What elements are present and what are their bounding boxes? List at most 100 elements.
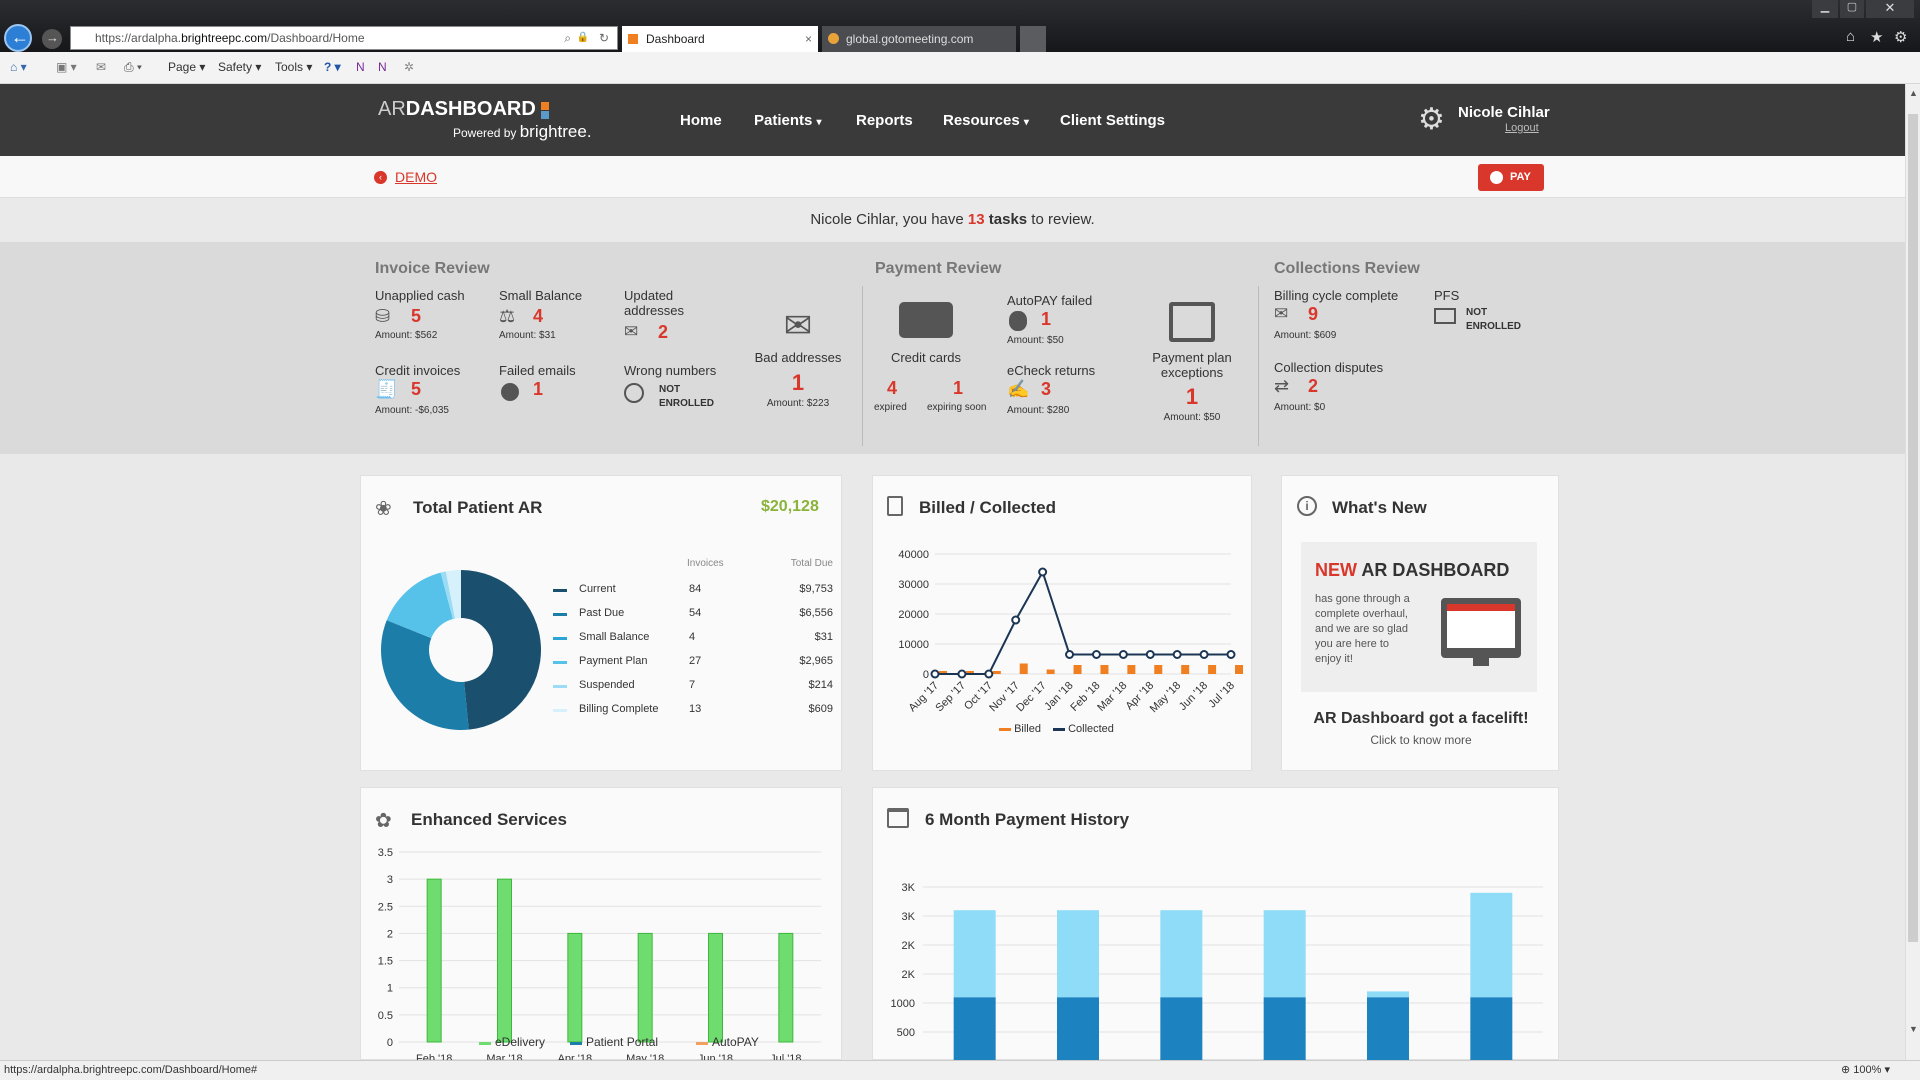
ar-row-due: $609 xyxy=(808,703,833,715)
feeds-icon[interactable]: ▣ ▾ xyxy=(56,60,77,74)
nav-patients-label: Patients xyxy=(754,112,813,129)
nav-resources[interactable]: Resources ▾ xyxy=(943,112,1029,129)
collection-disputes-item[interactable]: Collection disputes ⇄ 2 Amount: $0 xyxy=(1274,360,1383,413)
nav-reports[interactable]: Reports xyxy=(856,112,913,129)
safety-menu[interactable]: Safety ▾ xyxy=(218,60,262,74)
nav-patients[interactable]: Patients ▾ xyxy=(754,112,822,129)
nav-client-settings[interactable]: Client Settings xyxy=(1060,112,1166,129)
addon-gear-icon[interactable]: ✲ xyxy=(404,60,415,74)
logo-ar: AR xyxy=(378,98,406,120)
demo-link[interactable]: DEMO xyxy=(395,169,437,185)
tab-gotomeeting[interactable]: global.gotomeeting.com xyxy=(822,26,1016,52)
favorites-star-icon[interactable]: ★ xyxy=(1870,29,1884,46)
donut-slice xyxy=(386,619,432,639)
tools-menu[interactable]: Tools ▾ xyxy=(275,60,313,74)
sub-bar: ‹ DEMO PAY xyxy=(0,156,1905,198)
maximize-button[interactable]: ▢ xyxy=(1840,0,1864,18)
donut-slice xyxy=(440,571,455,620)
legend-swatch xyxy=(479,1042,491,1045)
page-menu[interactable]: Page ▾ xyxy=(168,60,206,74)
y-tick-label: 3.5 xyxy=(378,847,393,859)
search-icon[interactable]: ⌕ xyxy=(564,31,571,45)
credit-cards-item[interactable]: Credit cards xyxy=(874,302,978,365)
settings-gear-icon[interactable]: ⚙ xyxy=(1894,29,1908,46)
cards-expiring-label: expiring soon xyxy=(927,402,987,413)
billed-bar xyxy=(1208,665,1217,674)
donut-slice xyxy=(386,572,453,638)
click-to-know-more[interactable]: Click to know more xyxy=(1370,733,1472,747)
x-tick-label: Mar '18 xyxy=(1095,680,1129,714)
facelift-heading[interactable]: AR Dashboard got a facelift! xyxy=(1313,710,1529,727)
close-tab-icon[interactable]: × xyxy=(804,32,812,46)
tools-menu-label: Tools xyxy=(275,60,304,74)
credit-invoices-item[interactable]: Credit invoices 🧾 5 Amount: -$6,035 xyxy=(375,363,460,416)
home-icon[interactable]: ⌂ xyxy=(1846,28,1856,45)
refresh-icon[interactable]: ↻ xyxy=(598,31,609,45)
close-window-button[interactable]: ✕ xyxy=(1866,0,1914,18)
updated-addresses-item[interactable]: Updated addresses ✉ 2 xyxy=(624,288,684,342)
wrong-numbers-item[interactable]: Wrong numbers NOT ENROLLED xyxy=(624,363,716,409)
scroll-thumb[interactable] xyxy=(1908,114,1918,942)
forward-button[interactable]: → xyxy=(42,29,62,49)
y-tick-label: 20000 xyxy=(898,609,929,621)
logout-link[interactable]: Logout xyxy=(1505,122,1539,134)
y-tick-label: 1 xyxy=(387,983,393,995)
x-tick-label: Dec '17 xyxy=(1014,680,1049,715)
help-icon[interactable]: ? ▾ xyxy=(324,60,341,74)
enhanced-services-legend: eDelivery Patient Portal AutoPAY xyxy=(479,1035,799,1051)
pay-button[interactable]: PAY xyxy=(1478,164,1544,191)
pfs-item[interactable]: PFS NOT ENROLLED xyxy=(1434,288,1521,332)
onenote-linked-icon[interactable]: N xyxy=(378,60,387,74)
bad-addresses-item[interactable]: ✉ Bad addresses 1 Amount: $223 xyxy=(752,308,844,409)
zoom-level[interactable]: ⊕ 100% ▾ xyxy=(1841,1064,1890,1076)
app-logo[interactable]: ARDASHBOARD Powered by brightree. xyxy=(378,98,592,141)
page-scrollbar[interactable]: ▲ ▼ xyxy=(1905,84,1920,1060)
payment-plan-item[interactable]: Payment plan exceptions 1 Amount: $50 xyxy=(1144,302,1240,423)
billed-bar xyxy=(1235,665,1243,674)
billing-cycle-item[interactable]: Billing cycle complete ✉ 9 Amount: $609 xyxy=(1274,288,1398,341)
tab-label: Dashboard xyxy=(646,32,705,46)
echeck-returns-item[interactable]: eCheck returns ✍ 3 Amount: $280 xyxy=(1007,363,1095,416)
collected-point xyxy=(1226,650,1236,659)
browser-chrome: ← → https://ardalpha.brightreepc.com/Das… xyxy=(0,0,1920,52)
donut-slice xyxy=(445,570,461,619)
home-toolbar-icon[interactable]: ⌂ ▾ xyxy=(10,60,27,74)
brightree-brand: brightree. xyxy=(519,122,592,141)
forward-arrow-icon: → xyxy=(46,30,59,45)
legend-swatch xyxy=(553,685,567,688)
back-button[interactable]: ← xyxy=(4,24,32,52)
bad-addresses-count: 1 xyxy=(791,370,805,395)
small-balance-item[interactable]: Small Balance ⚖ 4 Amount: $31 xyxy=(499,288,582,341)
task-count: 13 xyxy=(967,211,985,228)
failed-emails-item[interactable]: Failed emails 1 xyxy=(499,363,576,401)
payment-plan-count: 1 xyxy=(1185,384,1199,409)
whats-new-banner[interactable]: NEW AR DASHBOARD has gone through a compl… xyxy=(1301,542,1537,692)
calendar-icon xyxy=(887,808,909,828)
ar-row-due: $9,753 xyxy=(799,583,833,595)
cards-expiring-count[interactable]: 1 xyxy=(953,378,964,398)
back-chevron-icon[interactable]: ‹ xyxy=(374,171,387,184)
page-menu-label: Page xyxy=(168,60,197,74)
scroll-down-icon[interactable]: ▼ xyxy=(1909,1024,1918,1034)
autopay-failed-item[interactable]: AutoPAY failed 1 Amount: $50 xyxy=(1007,293,1092,346)
address-bar[interactable]: https://ardalpha.brightreepc.com/Dashboa… xyxy=(70,26,618,50)
tab-dashboard[interactable]: Dashboard × xyxy=(622,26,818,52)
print-icon[interactable]: ⎙ ▾ xyxy=(124,60,142,74)
cards-expired-count[interactable]: 4 xyxy=(887,378,898,398)
new-tab-button[interactable] xyxy=(1020,26,1046,52)
onenote-icon[interactable]: N xyxy=(356,60,365,74)
legend-swatch xyxy=(553,637,567,640)
scroll-up-icon[interactable]: ▲ xyxy=(1909,88,1918,98)
y-tick-label: 0 xyxy=(923,669,929,681)
collected-point xyxy=(1065,650,1075,659)
payment-bar-upper xyxy=(1263,910,1306,998)
unapplied-cash-amount: Amount: $562 xyxy=(375,330,438,341)
ar-row-invoices: 13 xyxy=(689,703,702,715)
user-settings-gear-icon[interactable]: ⚙ xyxy=(1418,103,1445,136)
minimize-button[interactable]: ▁ xyxy=(1812,0,1838,18)
unapplied-cash-item[interactable]: Unapplied cash ⛁ 5 Amount: $562 xyxy=(375,288,465,341)
invoice-icon: 🧾 xyxy=(375,379,398,399)
nav-home[interactable]: Home xyxy=(680,112,722,129)
mail-icon[interactable]: ✉ xyxy=(96,60,107,74)
